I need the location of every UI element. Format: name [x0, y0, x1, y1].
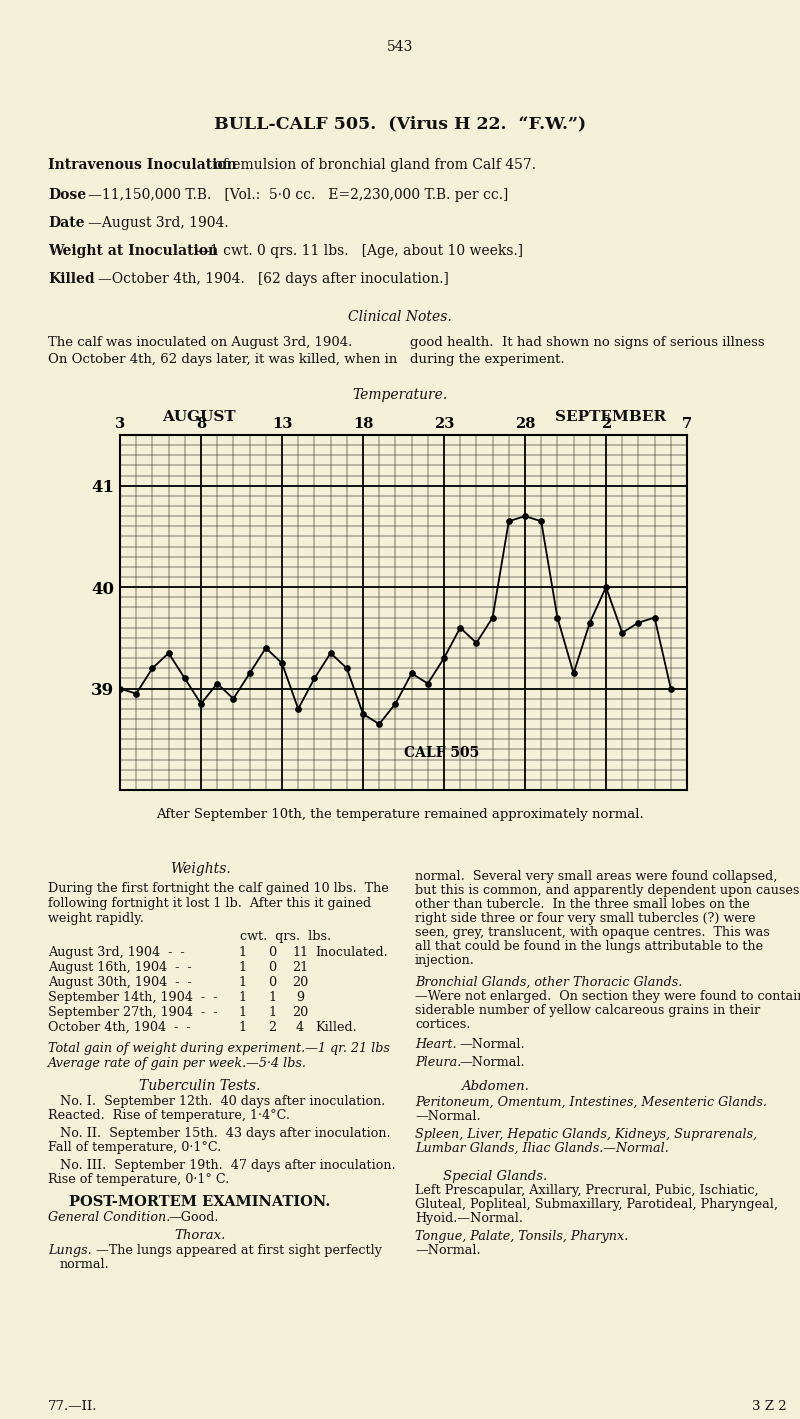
Text: Special Glands.: Special Glands.	[443, 1171, 547, 1183]
Text: weight rapidly.: weight rapidly.	[48, 912, 144, 925]
Text: seen, grey, translucent, with opaque centres.  This was: seen, grey, translucent, with opaque cen…	[415, 927, 770, 939]
Text: Dose: Dose	[48, 187, 86, 201]
Text: Peritoneum, Omentum, Intestines, Mesenteric Glands.: Peritoneum, Omentum, Intestines, Mesente…	[415, 1095, 767, 1110]
Text: POST-MORTEM EXAMINATION.: POST-MORTEM EXAMINATION.	[70, 1195, 330, 1209]
Text: Tuberculin Tests.: Tuberculin Tests.	[139, 1078, 261, 1093]
Text: 543: 543	[387, 40, 413, 54]
Text: —Normal.: —Normal.	[415, 1244, 481, 1257]
Text: Clinical Notes.: Clinical Notes.	[348, 309, 452, 324]
Text: CALF 505: CALF 505	[403, 745, 478, 759]
Text: Inoculated.: Inoculated.	[315, 946, 388, 959]
Text: Tongue, Palate, Tonsils, Pharynx.: Tongue, Palate, Tonsils, Pharynx.	[415, 1230, 628, 1243]
Text: 21: 21	[292, 961, 308, 973]
Text: 1: 1	[238, 946, 246, 959]
Text: Bronchial Glands, other Thoracic Glands.: Bronchial Glands, other Thoracic Glands.	[415, 976, 682, 989]
Text: 1: 1	[238, 1006, 246, 1019]
Text: Average rate of gain per week.—5·4 lbs.: Average rate of gain per week.—5·4 lbs.	[48, 1057, 307, 1070]
Text: 4: 4	[296, 1022, 304, 1034]
Text: Abdomen.: Abdomen.	[461, 1080, 529, 1093]
Text: other than tubercle.  In the three small lobes on the: other than tubercle. In the three small …	[415, 898, 750, 911]
Text: Pleura.: Pleura.	[415, 1056, 462, 1069]
Text: 9: 9	[296, 990, 304, 1005]
Text: Gluteal, Popliteal, Submaxillary, Parotideal, Pharyngeal,: Gluteal, Popliteal, Submaxillary, Paroti…	[415, 1198, 778, 1210]
Text: of emulsion of bronchial gland from Calf 457.: of emulsion of bronchial gland from Calf…	[210, 158, 536, 172]
Text: September 27th, 1904  -  -: September 27th, 1904 - -	[48, 1006, 218, 1019]
Text: normal.  Several very small areas were found collapsed,: normal. Several very small areas were fo…	[415, 870, 778, 883]
Text: Spleen, Liver, Hepatic Glands, Kidneys, Suprarenals,: Spleen, Liver, Hepatic Glands, Kidneys, …	[415, 1128, 757, 1141]
Text: October 4th, 1904  -  -: October 4th, 1904 - -	[48, 1022, 190, 1034]
Text: 77.—II.: 77.—II.	[48, 1401, 98, 1413]
Text: following fortnight it lost 1 lb.  After this it gained: following fortnight it lost 1 lb. After …	[48, 897, 371, 910]
Text: all that could be found in the lungs attributable to the: all that could be found in the lungs att…	[415, 939, 763, 954]
Text: No. II.  September 15th.  43 days after inoculation.: No. II. September 15th. 43 days after in…	[60, 1127, 390, 1139]
Text: Fall of temperature, 0·1°C.: Fall of temperature, 0·1°C.	[48, 1141, 222, 1154]
Text: General Condition.: General Condition.	[48, 1210, 170, 1225]
Text: 1: 1	[238, 976, 246, 989]
Text: —Were not enlarged.  On section they were found to contain a con-: —Were not enlarged. On section they were…	[415, 990, 800, 1003]
Text: —Normal.: —Normal.	[459, 1056, 525, 1069]
Text: The calf was inoculated on August 3rd, 1904.: The calf was inoculated on August 3rd, 1…	[48, 336, 352, 349]
Text: cortices.: cortices.	[415, 1017, 470, 1032]
Text: 1: 1	[238, 961, 246, 973]
Text: 0: 0	[268, 946, 276, 959]
Text: Thorax.: Thorax.	[174, 1229, 226, 1242]
Text: siderable number of yellow calcareous grains in their: siderable number of yellow calcareous gr…	[415, 1005, 760, 1017]
Text: —Good.: —Good.	[168, 1210, 218, 1225]
Text: right side three or four very small tubercles (?) were: right side three or four very small tube…	[415, 912, 755, 925]
Text: cwt.  qrs.  lbs.: cwt. qrs. lbs.	[240, 929, 331, 944]
Text: 20: 20	[292, 1006, 308, 1019]
Text: —August 3rd, 1904.: —August 3rd, 1904.	[88, 216, 229, 230]
Text: but this is common, and apparently dependent upon causes: but this is common, and apparently depen…	[415, 884, 799, 897]
Text: AUGUST: AUGUST	[162, 410, 236, 424]
Text: Killed.: Killed.	[315, 1022, 357, 1034]
Text: Weight at Inoculation: Weight at Inoculation	[48, 244, 218, 258]
Text: —October 4th, 1904.   [62 days after inoculation.]: —October 4th, 1904. [62 days after inocu…	[98, 272, 449, 287]
Text: —Normal.: —Normal.	[459, 1039, 525, 1051]
Text: 3 Z 2: 3 Z 2	[752, 1401, 786, 1413]
Text: Intravenous Inoculation: Intravenous Inoculation	[48, 158, 237, 172]
Text: —1 cwt. 0 qrs. 11 lbs.   [Age, about 10 weeks.]: —1 cwt. 0 qrs. 11 lbs. [Age, about 10 we…	[196, 244, 523, 258]
Text: August 16th, 1904  -  -: August 16th, 1904 - -	[48, 961, 192, 973]
Text: Temperature.: Temperature.	[352, 387, 448, 402]
Text: 2: 2	[268, 1022, 276, 1034]
Text: Reacted.  Rise of temperature, 1·4°C.: Reacted. Rise of temperature, 1·4°C.	[48, 1110, 290, 1122]
Text: —11,150,000 T.B.   [Vol.:  5·0 cc.   E=2,230,000 T.B. per cc.]: —11,150,000 T.B. [Vol.: 5·0 cc. E=2,230,…	[88, 187, 508, 201]
Text: August 3rd, 1904  -  -: August 3rd, 1904 - -	[48, 946, 185, 959]
Text: —The lungs appeared at first sight perfectly: —The lungs appeared at first sight perfe…	[96, 1244, 382, 1257]
Text: injection.: injection.	[415, 954, 475, 966]
Text: normal.: normal.	[60, 1259, 110, 1271]
Text: —Normal.: —Normal.	[415, 1110, 481, 1122]
Text: Heart.: Heart.	[415, 1039, 457, 1051]
Text: Killed: Killed	[48, 272, 94, 287]
Text: 1: 1	[238, 990, 246, 1005]
Text: SEPTEMBER: SEPTEMBER	[555, 410, 666, 424]
Text: good health.  It had shown no signs of serious illness: good health. It had shown no signs of se…	[410, 336, 765, 349]
Text: September 14th, 1904  -  -: September 14th, 1904 - -	[48, 990, 218, 1005]
Text: August 30th, 1904  -  -: August 30th, 1904 - -	[48, 976, 192, 989]
Text: Weights.: Weights.	[170, 861, 230, 876]
Text: Lumbar Glands, Iliac Glands.—Normal.: Lumbar Glands, Iliac Glands.—Normal.	[415, 1142, 669, 1155]
Text: 1: 1	[238, 1022, 246, 1034]
Text: No. III.  September 19th.  47 days after inoculation.: No. III. September 19th. 47 days after i…	[60, 1159, 396, 1172]
Text: Date: Date	[48, 216, 85, 230]
Text: BULL-CALF 505.  (Virus H 22.  “F.W.”): BULL-CALF 505. (Virus H 22. “F.W.”)	[214, 115, 586, 132]
Text: On October 4th, 62 days later, it was killed, when in: On October 4th, 62 days later, it was ki…	[48, 353, 398, 366]
Text: 0: 0	[268, 961, 276, 973]
Text: during the experiment.: during the experiment.	[410, 353, 565, 366]
Text: Hyoid.—Normal.: Hyoid.—Normal.	[415, 1212, 523, 1225]
Text: 1: 1	[268, 990, 276, 1005]
Text: Total gain of weight during experiment.—1 qr. 21 lbs: Total gain of weight during experiment.—…	[48, 1042, 390, 1054]
Text: 11: 11	[292, 946, 308, 959]
Text: After September 10th, the temperature remained approximately normal.: After September 10th, the temperature re…	[156, 807, 644, 822]
Text: 20: 20	[292, 976, 308, 989]
Text: Rise of temperature, 0·1° C.: Rise of temperature, 0·1° C.	[48, 1174, 230, 1186]
Text: Left Prescapular, Axillary, Precrural, Pubic, Ischiatic,: Left Prescapular, Axillary, Precrural, P…	[415, 1183, 758, 1198]
Text: No. I.  September 12th.  40 days after inoculation.: No. I. September 12th. 40 days after ino…	[60, 1095, 386, 1108]
Text: Lungs.: Lungs.	[48, 1244, 92, 1257]
Text: 0: 0	[268, 976, 276, 989]
Text: 1: 1	[268, 1006, 276, 1019]
Text: During the first fortnight the calf gained 10 lbs.  The: During the first fortnight the calf gain…	[48, 883, 389, 895]
